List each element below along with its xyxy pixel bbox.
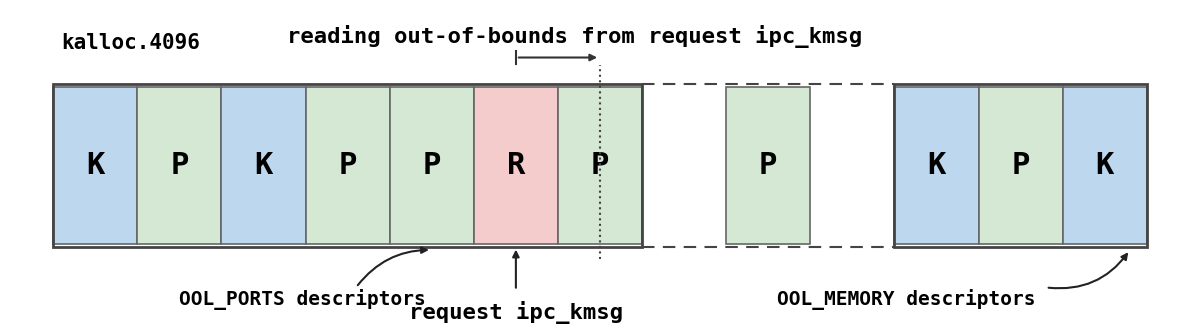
Text: request ipc_kmsg: request ipc_kmsg xyxy=(409,301,623,324)
Text: OOL_PORTS descriptors: OOL_PORTS descriptors xyxy=(180,290,426,310)
Text: K: K xyxy=(928,151,946,180)
Text: OOL_MEMORY descriptors: OOL_MEMORY descriptors xyxy=(776,290,1036,310)
Bar xyxy=(726,87,810,243)
Text: reading out-of-bounds from request ipc_kmsg: reading out-of-bounds from request ipc_k… xyxy=(287,25,863,48)
Bar xyxy=(558,87,642,243)
Bar xyxy=(390,87,474,243)
Bar xyxy=(222,87,306,243)
Text: K: K xyxy=(1096,151,1114,180)
Text: kalloc.4096: kalloc.4096 xyxy=(61,33,200,53)
Text: P: P xyxy=(760,151,778,180)
Bar xyxy=(53,84,642,247)
Bar xyxy=(53,87,137,243)
Bar xyxy=(894,87,978,243)
Text: K: K xyxy=(86,151,104,180)
Text: P: P xyxy=(1012,151,1030,180)
Text: P: P xyxy=(422,151,440,180)
Text: P: P xyxy=(590,151,610,180)
Bar xyxy=(474,87,558,243)
Bar xyxy=(137,87,222,243)
Bar xyxy=(978,87,1063,243)
Bar xyxy=(894,84,1147,247)
Text: P: P xyxy=(170,151,188,180)
Bar xyxy=(1063,87,1147,243)
Text: P: P xyxy=(338,151,356,180)
Text: K: K xyxy=(254,151,272,180)
Text: R: R xyxy=(506,151,526,180)
Bar xyxy=(306,87,390,243)
